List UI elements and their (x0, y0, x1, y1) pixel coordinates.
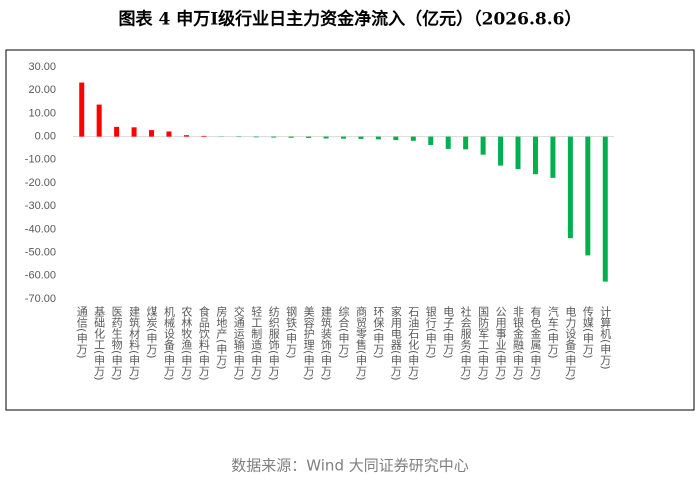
bar (323, 136, 329, 139)
bar (445, 136, 451, 149)
x-tick-label: 社会服务(申万) (459, 305, 472, 381)
x-tick-label: 计算机(申万) (599, 306, 612, 370)
bar (96, 104, 102, 137)
y-tick-label: -30.00 (25, 200, 56, 212)
bar (288, 136, 294, 138)
bar (515, 136, 521, 170)
y-tick-label: 0.00 (35, 131, 56, 143)
source-note: 数据来源：Wind 大同证券研究中心 (231, 457, 468, 475)
x-tick-label: 煤炭(申万) (145, 306, 158, 359)
x-tick-label: 钢铁(申万) (285, 306, 298, 359)
bar (114, 126, 120, 137)
y-tick-label: -10.00 (25, 154, 56, 166)
bar (428, 136, 434, 145)
bar (480, 136, 486, 155)
x-tick-label: 电子(申万) (442, 306, 455, 359)
x-tick-label: 家用电器(申万) (389, 305, 402, 381)
x-tick-label: 食品饮料(申万) (197, 305, 210, 381)
x-tick-label: 基础化工(申万) (93, 306, 106, 381)
bar (410, 136, 416, 141)
y-tick-label: -60.00 (25, 270, 56, 282)
bar (79, 82, 85, 137)
x-tick-label: 电力设备(申万) (564, 306, 577, 381)
bar (358, 136, 364, 139)
bar (550, 136, 556, 178)
bar (131, 127, 137, 137)
x-tick-label: 轻工制造(申万) (250, 305, 263, 381)
y-tick-label: -50.00 (25, 247, 56, 259)
bar (166, 131, 172, 137)
bar (253, 136, 259, 138)
bar (183, 135, 189, 137)
x-tick-label: 纺织服饰(申万) (267, 305, 280, 381)
x-tick-label: 机械设备(申万) (162, 305, 175, 381)
x-tick-label: 非银金融(申万) (512, 306, 525, 381)
x-tick-label: 医药生物(申万) (110, 306, 123, 381)
x-tick-label: 商贸零售(申万) (354, 305, 367, 381)
bar (271, 136, 277, 138)
bar (201, 135, 207, 137)
y-tick-label: -70.00 (25, 293, 56, 305)
y-tick-label: -20.00 (25, 177, 56, 189)
y-tick-label: 20.00 (28, 84, 56, 96)
bar (341, 136, 346, 139)
x-tick-label: 农林牧渔(申万) (180, 305, 193, 381)
x-tick-label: 交通运输(申万) (232, 305, 245, 381)
y-tick-label: 30.00 (28, 61, 56, 73)
bar (375, 136, 381, 140)
x-tick-label: 汽车(申万) (546, 305, 559, 359)
x-tick-label: 传媒(申万) (581, 306, 594, 359)
bar (585, 136, 591, 256)
y-tick-label: -40.00 (25, 223, 56, 235)
x-tick-label: 石油石化(申万) (407, 306, 420, 381)
y-tick-label: 10.00 (28, 107, 56, 119)
x-tick-label: 综合(申万) (337, 305, 350, 359)
chart-title: 图表 4 申万I级行业日主力资金净流入（亿元）（2026.8.6） (119, 9, 582, 30)
bar (463, 136, 469, 150)
x-tick-label: 建筑装饰(申万) (320, 305, 333, 381)
bar (149, 130, 155, 137)
bar (567, 136, 573, 239)
x-tick-label: 银行(申万) (424, 305, 437, 359)
bar (393, 136, 399, 141)
x-tick-label: 建筑材料(申万) (128, 305, 141, 381)
x-tick-label: 通信(申万) (75, 306, 88, 359)
bar (306, 136, 312, 138)
bar (602, 136, 608, 282)
x-tick-label: 有色金属(申万) (529, 305, 542, 381)
x-tick-label: 美容护理(申万) (302, 306, 315, 381)
x-tick-label: 公用事业(申万) (494, 306, 507, 381)
chart-frame (5, 49, 695, 411)
bar (532, 136, 538, 175)
bar (498, 136, 504, 166)
x-tick-label: 房地产(申万) (215, 306, 228, 370)
x-tick-label: 环保(申万) (372, 306, 385, 359)
x-tick-label: 国防军工(申万) (477, 306, 490, 381)
